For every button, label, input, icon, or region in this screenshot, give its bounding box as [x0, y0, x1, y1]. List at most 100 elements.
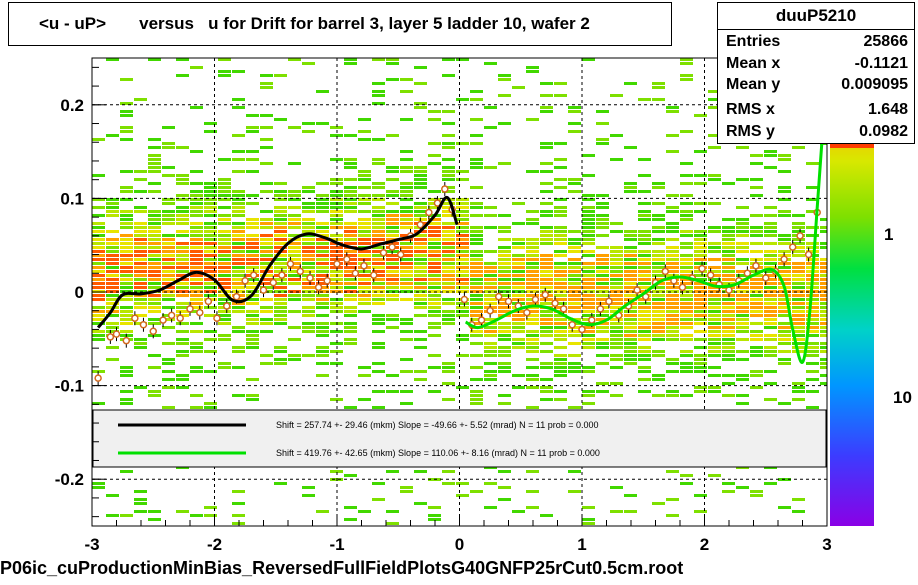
heatmap-cell	[470, 158, 483, 161]
heatmap-cell	[778, 250, 791, 253]
heatmap-cell	[148, 214, 161, 217]
heatmap-cell	[666, 294, 679, 297]
heatmap-cell	[386, 294, 399, 297]
heatmap-cell	[484, 482, 497, 485]
heatmap-cell	[260, 246, 273, 249]
heatmap-cell	[414, 242, 427, 245]
heatmap-cell	[358, 170, 371, 173]
heatmap-cell	[442, 302, 455, 305]
heatmap-cell	[610, 258, 623, 261]
heatmap-cell	[736, 378, 749, 381]
heatmap-cell	[414, 210, 427, 213]
profile-point	[780, 255, 788, 263]
heatmap-cell	[260, 354, 273, 357]
heatmap-cell	[92, 334, 105, 337]
heatmap-cell	[414, 238, 427, 241]
heatmap-cell	[540, 282, 553, 285]
heatmap-cell	[792, 270, 805, 273]
heatmap-cell	[106, 206, 119, 209]
heatmap-cell	[232, 214, 245, 217]
heatmap-cell	[218, 214, 231, 217]
heatmap-cell	[246, 238, 259, 241]
heatmap-cell	[484, 506, 497, 509]
heatmap-cell	[372, 250, 385, 253]
heatmap-cell	[386, 374, 399, 377]
heatmap-cell	[764, 314, 777, 317]
heatmap-cell	[302, 354, 315, 357]
heatmap-cell	[540, 326, 553, 329]
heatmap-cell	[400, 166, 413, 169]
heatmap-cell	[806, 246, 819, 249]
heatmap-cell	[120, 170, 133, 173]
heatmap-cell	[750, 322, 763, 325]
heatmap-cell	[92, 246, 105, 249]
heatmap-cell	[708, 298, 721, 301]
heatmap-cell	[652, 98, 665, 101]
heatmap-cell	[456, 314, 469, 317]
heatmap-cell	[540, 302, 553, 305]
heatmap-cell	[330, 234, 343, 237]
heatmap-cell	[442, 242, 455, 245]
heatmap-cell	[358, 278, 371, 281]
heatmap-cell	[526, 334, 539, 337]
heatmap-cell	[540, 82, 553, 85]
heatmap-cell	[582, 394, 595, 397]
heatmap-cell	[624, 190, 637, 193]
heatmap-cell	[316, 298, 329, 301]
heatmap-cell	[792, 298, 805, 301]
heatmap-cell	[190, 330, 203, 333]
heatmap-cell	[638, 370, 651, 373]
heatmap-cell	[694, 238, 707, 241]
heatmap-cell	[260, 82, 273, 85]
heatmap-cell	[526, 346, 539, 349]
heatmap-cell	[246, 194, 259, 197]
profile-point	[698, 264, 706, 273]
heatmap-cell	[554, 346, 567, 349]
profile-point	[286, 260, 295, 268]
heatmap-cell	[428, 274, 441, 277]
heatmap-cell	[554, 238, 567, 241]
heatmap-cell	[414, 182, 427, 185]
heatmap-cell	[302, 238, 315, 241]
heatmap-cell	[372, 230, 385, 233]
heatmap-cell	[302, 234, 315, 237]
heatmap-cell	[218, 194, 231, 197]
heatmap-cell	[260, 322, 273, 325]
heatmap-cell	[442, 246, 455, 249]
heatmap-cell	[470, 242, 483, 245]
heatmap-cell	[624, 270, 637, 273]
heatmap-cell	[638, 266, 651, 269]
heatmap-cell	[428, 310, 441, 313]
heatmap-cell	[652, 262, 665, 265]
heatmap-cell	[610, 158, 623, 161]
heatmap-cell	[680, 338, 693, 341]
heatmap-cell	[680, 262, 693, 265]
heatmap-cell	[428, 266, 441, 269]
heatmap-cell	[666, 394, 679, 397]
heatmap-cell	[750, 354, 763, 357]
heatmap-cell	[414, 378, 427, 381]
heatmap-cell	[414, 206, 427, 209]
heatmap-cell	[554, 178, 567, 181]
heatmap-cell	[274, 218, 287, 221]
heatmap-cell	[708, 274, 721, 277]
heatmap-cell	[526, 210, 539, 213]
heatmap-cell	[540, 390, 553, 393]
heatmap-cell	[652, 502, 665, 505]
heatmap-cell	[162, 326, 175, 329]
heatmap-cell	[190, 198, 203, 201]
heatmap-cell	[708, 134, 721, 137]
heatmap-cell	[526, 242, 539, 245]
heatmap-cell	[596, 138, 609, 141]
heatmap-cell	[218, 74, 231, 77]
heatmap-cell	[596, 274, 609, 277]
heatmap-cell	[540, 514, 553, 517]
heatmap-cell	[750, 334, 763, 337]
heatmap-cell	[582, 342, 595, 345]
heatmap-cell	[484, 214, 497, 217]
heatmap-cell	[176, 218, 189, 221]
heatmap-cell	[624, 274, 637, 277]
heatmap-cell	[246, 250, 259, 253]
heatmap-cell	[218, 270, 231, 273]
heatmap-cell	[92, 322, 105, 325]
